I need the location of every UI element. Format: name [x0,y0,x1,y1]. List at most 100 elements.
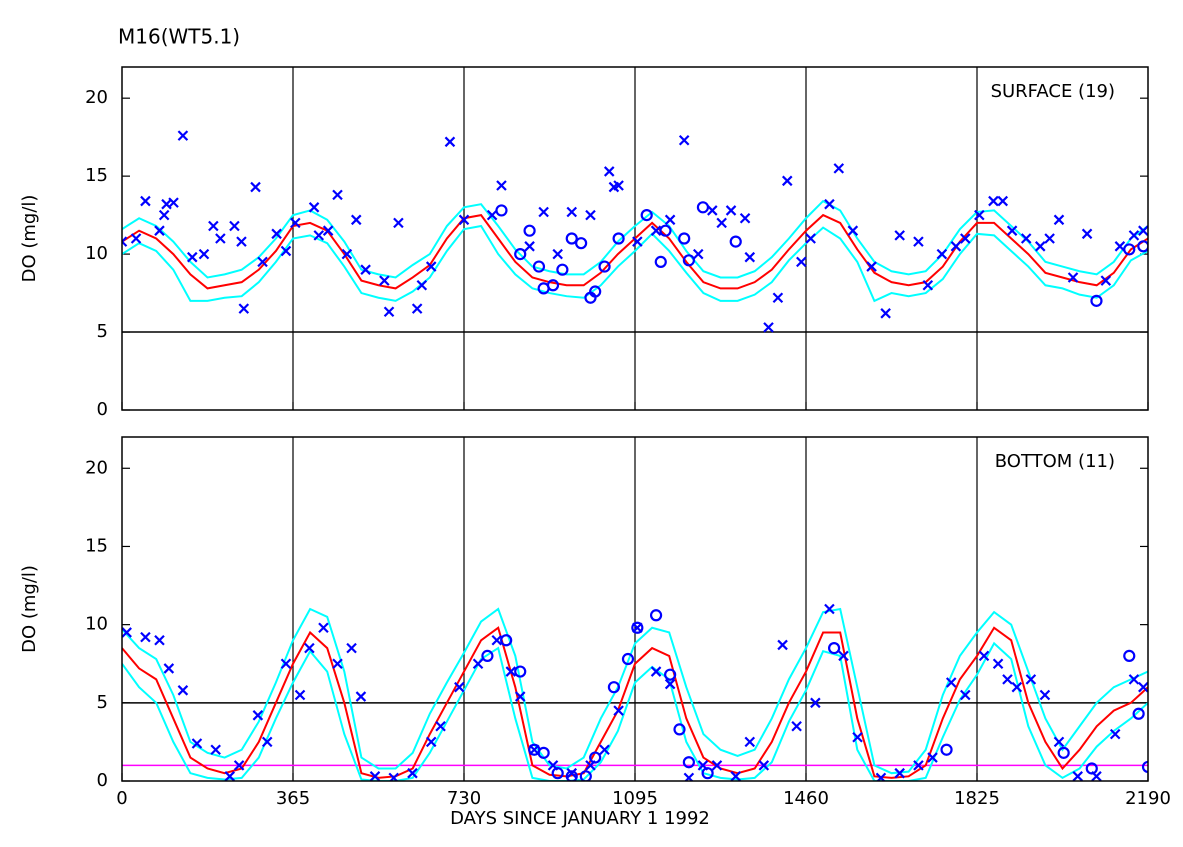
x-marker [913,760,924,771]
x-marker [238,303,250,314]
x-marker [505,666,517,677]
x-tick-label: 2190 [1125,788,1171,809]
x-marker [425,261,437,272]
x-marker [1109,728,1121,740]
circle-marker [565,232,578,245]
x-marker [758,760,770,771]
y-tick-label: 10 [85,243,108,264]
x-marker [454,681,465,693]
x-marker [261,736,273,748]
x-marker [538,206,549,218]
circle-marker [1141,760,1148,774]
x-marker [664,678,676,690]
circle-marker [579,770,592,781]
x-marker [130,233,142,244]
x-marker [810,697,821,709]
x-marker [1128,674,1140,685]
x-marker [224,771,236,781]
x-marker [707,205,718,216]
x-marker [140,631,151,643]
x-marker [711,760,723,771]
x-marker [411,303,423,314]
circle-marker [1123,243,1136,256]
x-marker [1081,228,1093,240]
x-marker [168,197,179,208]
x-marker [730,771,742,781]
x-marker [1053,214,1065,226]
x-marker [552,248,563,260]
x-marker [355,691,367,702]
x-marker [425,736,437,748]
x-marker [1034,241,1046,252]
y-tick-label: 20 [85,457,108,478]
circle-marker [537,746,550,759]
x-marker [997,195,1009,207]
x-marker [1053,736,1065,748]
circle-marker [532,260,546,273]
series-group [122,603,1148,781]
y-tick-label: 5 [97,321,108,342]
x-marker [186,251,198,263]
y-tick-label: 0 [97,399,108,420]
circle-marker [556,263,569,276]
x-marker [927,752,938,763]
x-marker [852,731,863,743]
x-marker [491,634,503,646]
x-marker [280,658,292,670]
x-marker [322,225,334,236]
y-tick-label: 20 [85,87,108,108]
circle-marker [1085,762,1098,775]
panel-label: BOTTOM (11) [995,451,1115,472]
x-marker [304,642,315,654]
circle-marker [673,723,686,736]
x-marker [772,292,784,304]
circle-marker [612,232,625,245]
x-marker [1072,771,1084,781]
x-marker [1138,681,1148,693]
x-marker [978,650,990,662]
x-marker [692,248,704,260]
x-marker [407,767,418,779]
x-marker [744,736,756,748]
x-marker [880,308,891,319]
x-marker [435,720,446,732]
circle-marker [1132,707,1145,720]
x-marker [486,209,498,221]
x-marker [308,202,320,213]
x-marker [650,666,662,677]
x-tick-label: 1825 [954,788,1000,809]
x-marker [632,236,643,247]
x-tick-label: 1460 [783,788,829,809]
circle-marker [514,247,527,261]
x-marker [290,217,301,229]
x-marker [250,181,261,193]
x-marker [1025,674,1037,685]
x-marker [913,236,924,247]
x-marker [824,198,835,210]
x-marker [824,603,835,615]
circle-marker [678,232,691,245]
x-marker [350,214,362,226]
x-marker [154,634,165,646]
circle-marker [589,751,602,764]
x-marker [369,771,381,781]
x-marker [208,220,219,232]
y-tick-label: 15 [85,165,108,186]
circle-marker [729,235,742,248]
x-tick-label: 365 [276,788,310,809]
panel: 0 365 730 1095 1460 1825 2190 0 5 10 15 20 DO (mg/l)… [19,436,1171,829]
circle-marker [546,279,560,292]
x-marker [458,214,470,226]
series-line [122,224,1148,303]
x-marker [613,705,624,716]
plot-frame [121,66,1149,411]
circle-marker [940,743,953,756]
circle-marker [551,767,564,780]
x-marker [763,322,774,333]
x-marker [122,627,132,638]
series-line [122,607,1148,775]
circle-marker [701,767,714,780]
x-marker [215,233,226,244]
panel-label: SURFACE (19) [991,81,1115,102]
